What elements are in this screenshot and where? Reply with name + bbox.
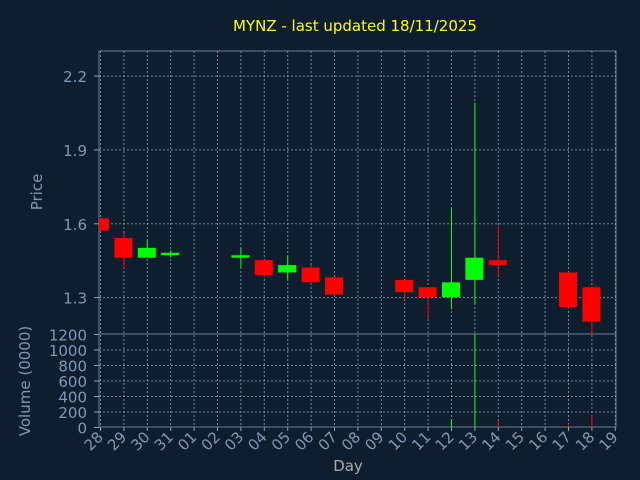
gridlines [99,51,616,427]
candle-body [559,272,577,307]
volume-tick-label: 1200 [49,327,87,345]
x-tick-label: 18 [572,428,598,454]
x-tick-label: 31 [151,428,177,454]
chart-title: MYNZ - last updated 18/11/2025 [233,17,477,35]
x-tick-label: 30 [127,428,153,454]
price-tick-label: 2.2 [63,68,87,86]
candle-body [418,287,437,298]
volume-tick-label: 1000 [49,342,87,360]
x-tick-labels: 2829303101020304050607080910111213141516… [81,427,622,454]
x-tick-label: 03 [221,428,247,454]
candle-body [99,218,109,231]
x-tick-label: 16 [525,428,551,454]
x-tick-label: 19 [595,428,621,454]
candle-body [231,255,250,258]
candles-layer [99,102,601,334]
x-tick-label: 29 [104,428,130,454]
x-tick-label: 04 [244,428,270,454]
price-tick-label: 1.9 [63,142,87,160]
volume-tick-label: 400 [58,389,87,407]
volume-tick-label: 600 [58,373,87,391]
volume-tick-label: 0 [77,420,87,438]
volume-tick-label: 200 [58,404,87,422]
x-tick-label: 13 [455,428,481,454]
candle-body [254,260,273,275]
x-tick-label: 07 [315,428,341,454]
x-tick-label: 01 [174,428,200,454]
x-tick-label: 15 [502,428,528,454]
price-tick-label: 1.3 [63,290,87,308]
candle-body [325,277,343,295]
x-tick-label: 14 [478,428,504,454]
x-tick-label: 08 [338,428,364,454]
price-tick-label: 1.6 [63,216,87,234]
x-tick-label: 06 [291,428,317,454]
x-tick-label: 17 [549,428,575,454]
volume-bars-layer [451,334,593,427]
candle-body [161,252,180,256]
x-tick-label: 02 [198,428,224,454]
candle-body [137,247,156,258]
candle-body [582,287,601,322]
candle-body [114,238,133,258]
x-tick-label: 10 [385,428,411,454]
volume-tick-label: 800 [58,358,87,376]
candle-body [395,279,414,293]
candle-body [278,265,297,273]
x-tick-label: 05 [268,428,294,454]
x-axis-label: Day [333,457,363,475]
candle-body [442,282,460,298]
x-tick-label: 09 [361,428,387,454]
x-tick-label: 12 [432,428,458,454]
candle-body [301,267,320,283]
candle-body [488,260,507,266]
candle-body [465,257,484,280]
x-tick-label: 11 [408,428,434,454]
volume-axis-label: Volume (0000) [16,326,34,436]
price-axis-label: Price [28,174,46,211]
